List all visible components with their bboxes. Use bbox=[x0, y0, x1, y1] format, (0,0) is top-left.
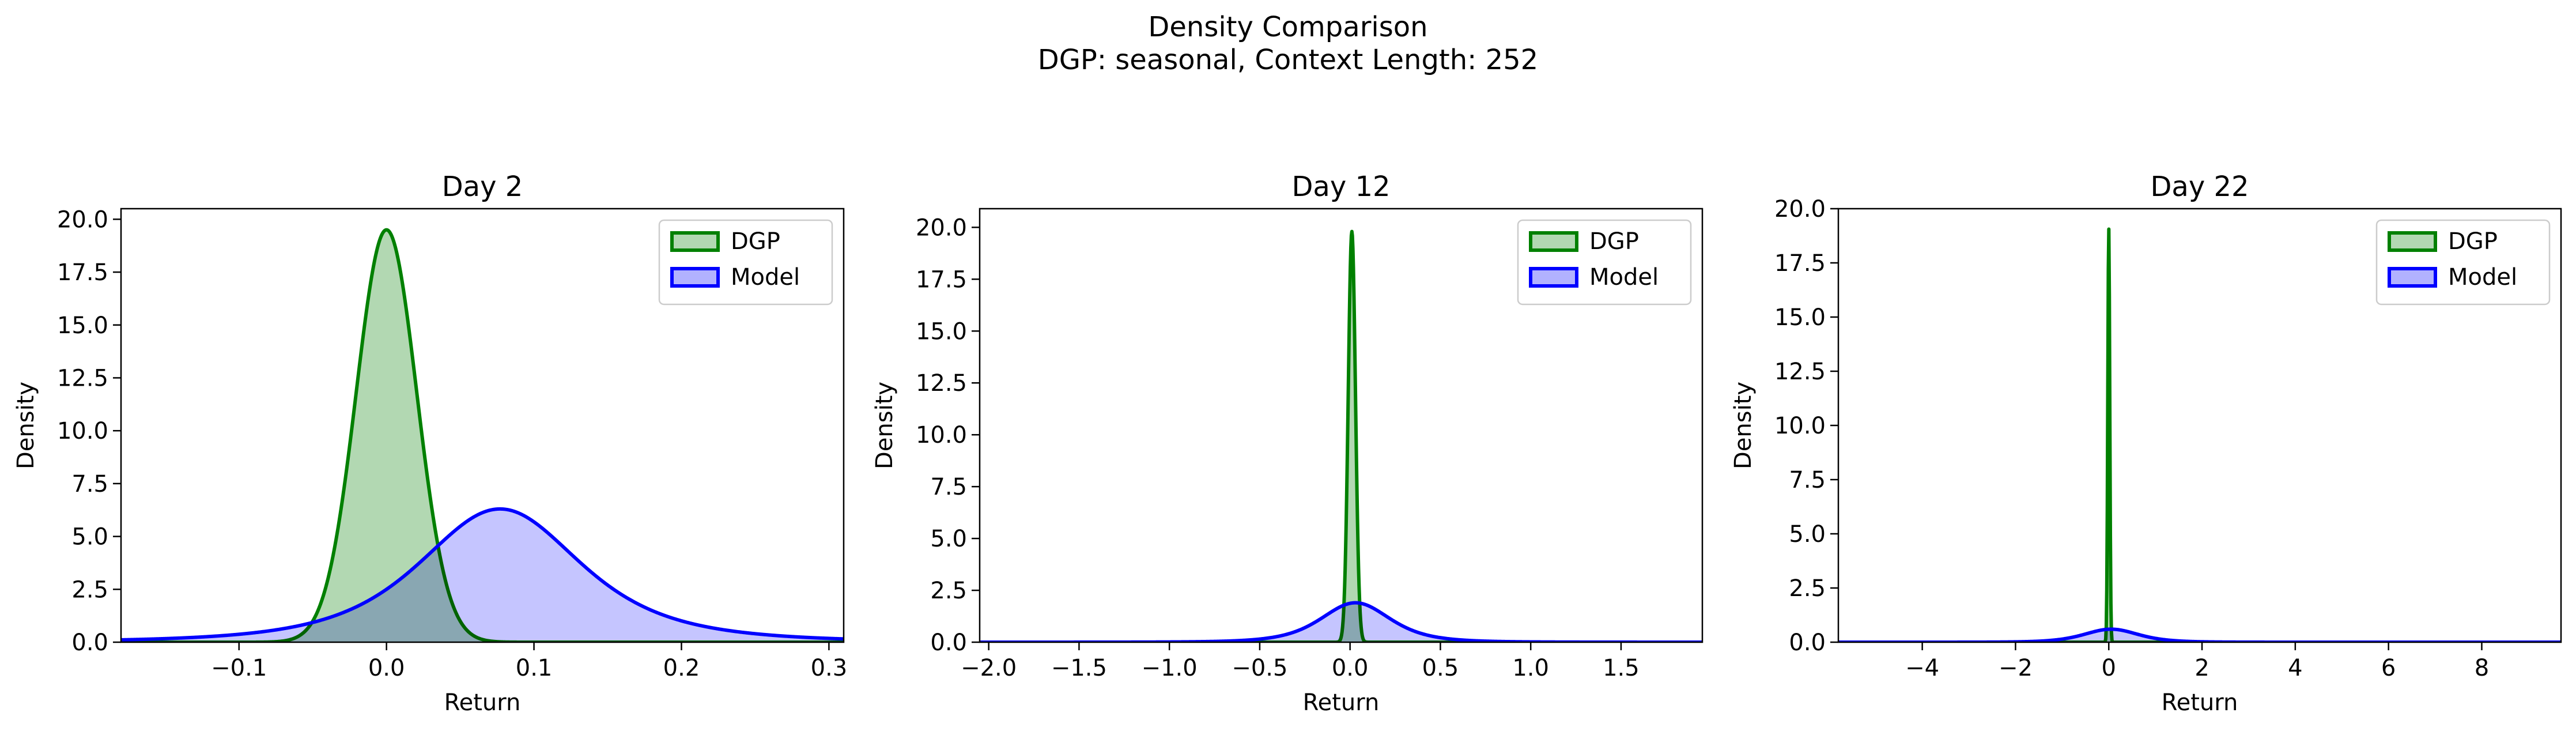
x-axis-label: Return bbox=[2162, 689, 2238, 716]
x-tick-label: 0 bbox=[2102, 655, 2116, 681]
x-tick-label: −1.5 bbox=[1051, 655, 1107, 681]
series-model-fill bbox=[980, 602, 1702, 642]
legend-label-dgp: DGP bbox=[1589, 228, 1639, 255]
y-tick-label: 20.0 bbox=[57, 206, 108, 233]
x-tick-label: 0.0 bbox=[368, 655, 405, 681]
y-axis-label: Density bbox=[871, 382, 898, 469]
series-model-line bbox=[121, 507, 844, 642]
y-tick-label: 0.0 bbox=[930, 630, 967, 656]
subplot-title: Day 2 bbox=[442, 171, 523, 203]
x-tick-label: 0.0 bbox=[1332, 655, 1369, 681]
x-tick-label: 1.0 bbox=[1512, 655, 1549, 681]
x-tick-label: 0.1 bbox=[516, 655, 553, 681]
y-tick-label: 10.0 bbox=[1774, 413, 1826, 439]
legend: DGP Model bbox=[658, 219, 833, 306]
y-tick-label: 15.0 bbox=[57, 312, 108, 339]
y-tick-label: 12.5 bbox=[916, 370, 967, 397]
y-tick-label: 17.5 bbox=[916, 266, 967, 293]
y-tick-label: 7.5 bbox=[930, 474, 967, 500]
y-tick-label: 15.0 bbox=[916, 318, 967, 345]
x-tick-label: −2.0 bbox=[961, 655, 1017, 681]
subplot-title: Day 12 bbox=[1291, 171, 1390, 203]
y-tick-label: 7.5 bbox=[1789, 467, 1826, 493]
y-tick-label: 7.5 bbox=[71, 471, 108, 497]
x-tick-label: 0.2 bbox=[663, 655, 700, 681]
legend-label-dgp: DGP bbox=[2448, 228, 2498, 255]
x-axis-label: Return bbox=[444, 689, 521, 716]
legend-label-model: Model bbox=[2448, 264, 2517, 291]
y-tick-label: 10.0 bbox=[916, 422, 967, 448]
y-tick-label: 2.5 bbox=[71, 576, 108, 603]
y-tick-label: 5.0 bbox=[930, 526, 967, 552]
legend-label-model: Model bbox=[731, 264, 800, 291]
x-tick-label: 6 bbox=[2381, 655, 2396, 681]
x-tick-label: −1.0 bbox=[1142, 655, 1198, 681]
y-tick-label: 5.0 bbox=[1789, 521, 1826, 548]
series-model-fill bbox=[121, 508, 844, 642]
x-tick-label: −4 bbox=[1905, 655, 1939, 681]
legend: DGP Model bbox=[2375, 219, 2551, 306]
y-axis-label: Density bbox=[1730, 382, 1757, 469]
y-tick-label: 15.0 bbox=[1774, 304, 1826, 331]
axes-frame bbox=[979, 208, 1704, 643]
legend: DGP Model bbox=[1517, 219, 1692, 306]
figure-suptitle-line2: DGP: seasonal, Context Length: 252 bbox=[1038, 44, 1538, 76]
axes-frame bbox=[120, 208, 845, 643]
y-tick-label: 0.0 bbox=[71, 630, 108, 656]
y-tick-label: 10.0 bbox=[57, 418, 108, 444]
x-tick-label: 0.3 bbox=[811, 655, 848, 681]
x-tick-label: −2 bbox=[1999, 655, 2033, 681]
subplot-1: Day 2 −0.1 0.0 0.1 0.2 0.3 0.0 2.5 5.0 7.5 10.0 12.… bbox=[13, 171, 847, 716]
x-tick-label: 2 bbox=[2194, 655, 2209, 681]
legend-swatch-model bbox=[1529, 267, 1578, 288]
x-tick-label: 4 bbox=[2288, 655, 2302, 681]
subplot-panels: Day 2 −0.1 0.0 0.1 0.2 0.3 0.0 2.5 5.0 7.5 10.0 12.… bbox=[13, 171, 2562, 716]
legend-swatch-model bbox=[670, 267, 720, 288]
legend-label-model: Model bbox=[1589, 264, 1659, 291]
x-tick-label: 8 bbox=[2475, 655, 2489, 681]
x-tick-label: 1.5 bbox=[1603, 655, 1640, 681]
legend-swatch-model bbox=[2388, 267, 2437, 288]
y-tick-label: 17.5 bbox=[1774, 250, 1826, 277]
subplot-2: Day 12 −2.0 −1.5 −1.0 −0.5 0.0 0.5 1.0 1.5 0.0 2.5… bbox=[871, 171, 1704, 716]
y-tick-label: 5.0 bbox=[71, 524, 108, 551]
y-tick-label: 2.5 bbox=[1789, 575, 1826, 602]
legend-label-dgp: DGP bbox=[731, 228, 780, 255]
figure-suptitle-line1: Density Comparison bbox=[1148, 11, 1427, 43]
subplot-title: Day 22 bbox=[2150, 171, 2249, 203]
y-tick-label: 12.5 bbox=[1774, 359, 1826, 385]
legend-swatch-dgp bbox=[1529, 231, 1578, 252]
y-tick-label: 12.5 bbox=[57, 365, 108, 391]
y-axis-label: Density bbox=[13, 382, 39, 469]
legend-swatch-dgp bbox=[670, 231, 720, 252]
x-tick-label: −0.5 bbox=[1232, 655, 1287, 681]
y-tick-label: 0.0 bbox=[1789, 630, 1826, 656]
y-tick-label: 20.0 bbox=[1774, 196, 1826, 223]
x-axis-label: Return bbox=[1303, 689, 1380, 716]
x-tick-label: 0.5 bbox=[1422, 655, 1459, 681]
subplot-3: Day 22 −4 −2 0 2 4 6 8 0.0 2.5 5.0 7.5 10.0 12.5 15.0 1… bbox=[1730, 171, 2562, 716]
y-tick-label: 20.0 bbox=[916, 214, 967, 241]
legend-swatch-dgp bbox=[2388, 231, 2437, 252]
y-tick-label: 17.5 bbox=[57, 259, 108, 286]
x-tick-label: −0.1 bbox=[211, 655, 267, 681]
y-tick-label: 2.5 bbox=[930, 578, 967, 604]
